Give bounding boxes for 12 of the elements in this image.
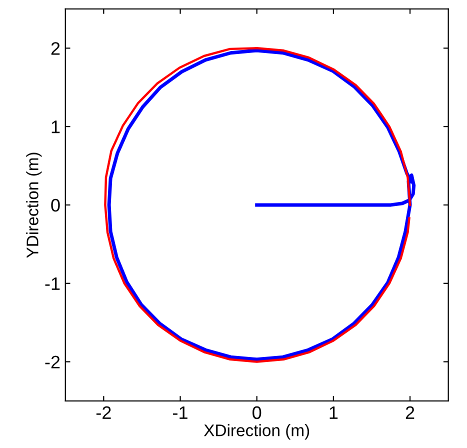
- x-tick-label: -2: [96, 406, 111, 419]
- x-tick-label: 1: [330, 406, 338, 419]
- x-tick-label: 2: [406, 406, 414, 419]
- x-tick-label: 0: [252, 406, 262, 420]
- y-tick-label: -2: [45, 356, 60, 368]
- y-tick-label: -1: [45, 277, 60, 290]
- x-tick-label: -1: [173, 406, 188, 419]
- y-tick-label: 1: [52, 120, 60, 134]
- x-axis-title: XDirection (m): [204, 424, 310, 440]
- y-axis-title: YDirection (m): [26, 152, 42, 258]
- y-tick-label: 0: [51, 198, 60, 212]
- y-tick-label: 2: [51, 42, 60, 55]
